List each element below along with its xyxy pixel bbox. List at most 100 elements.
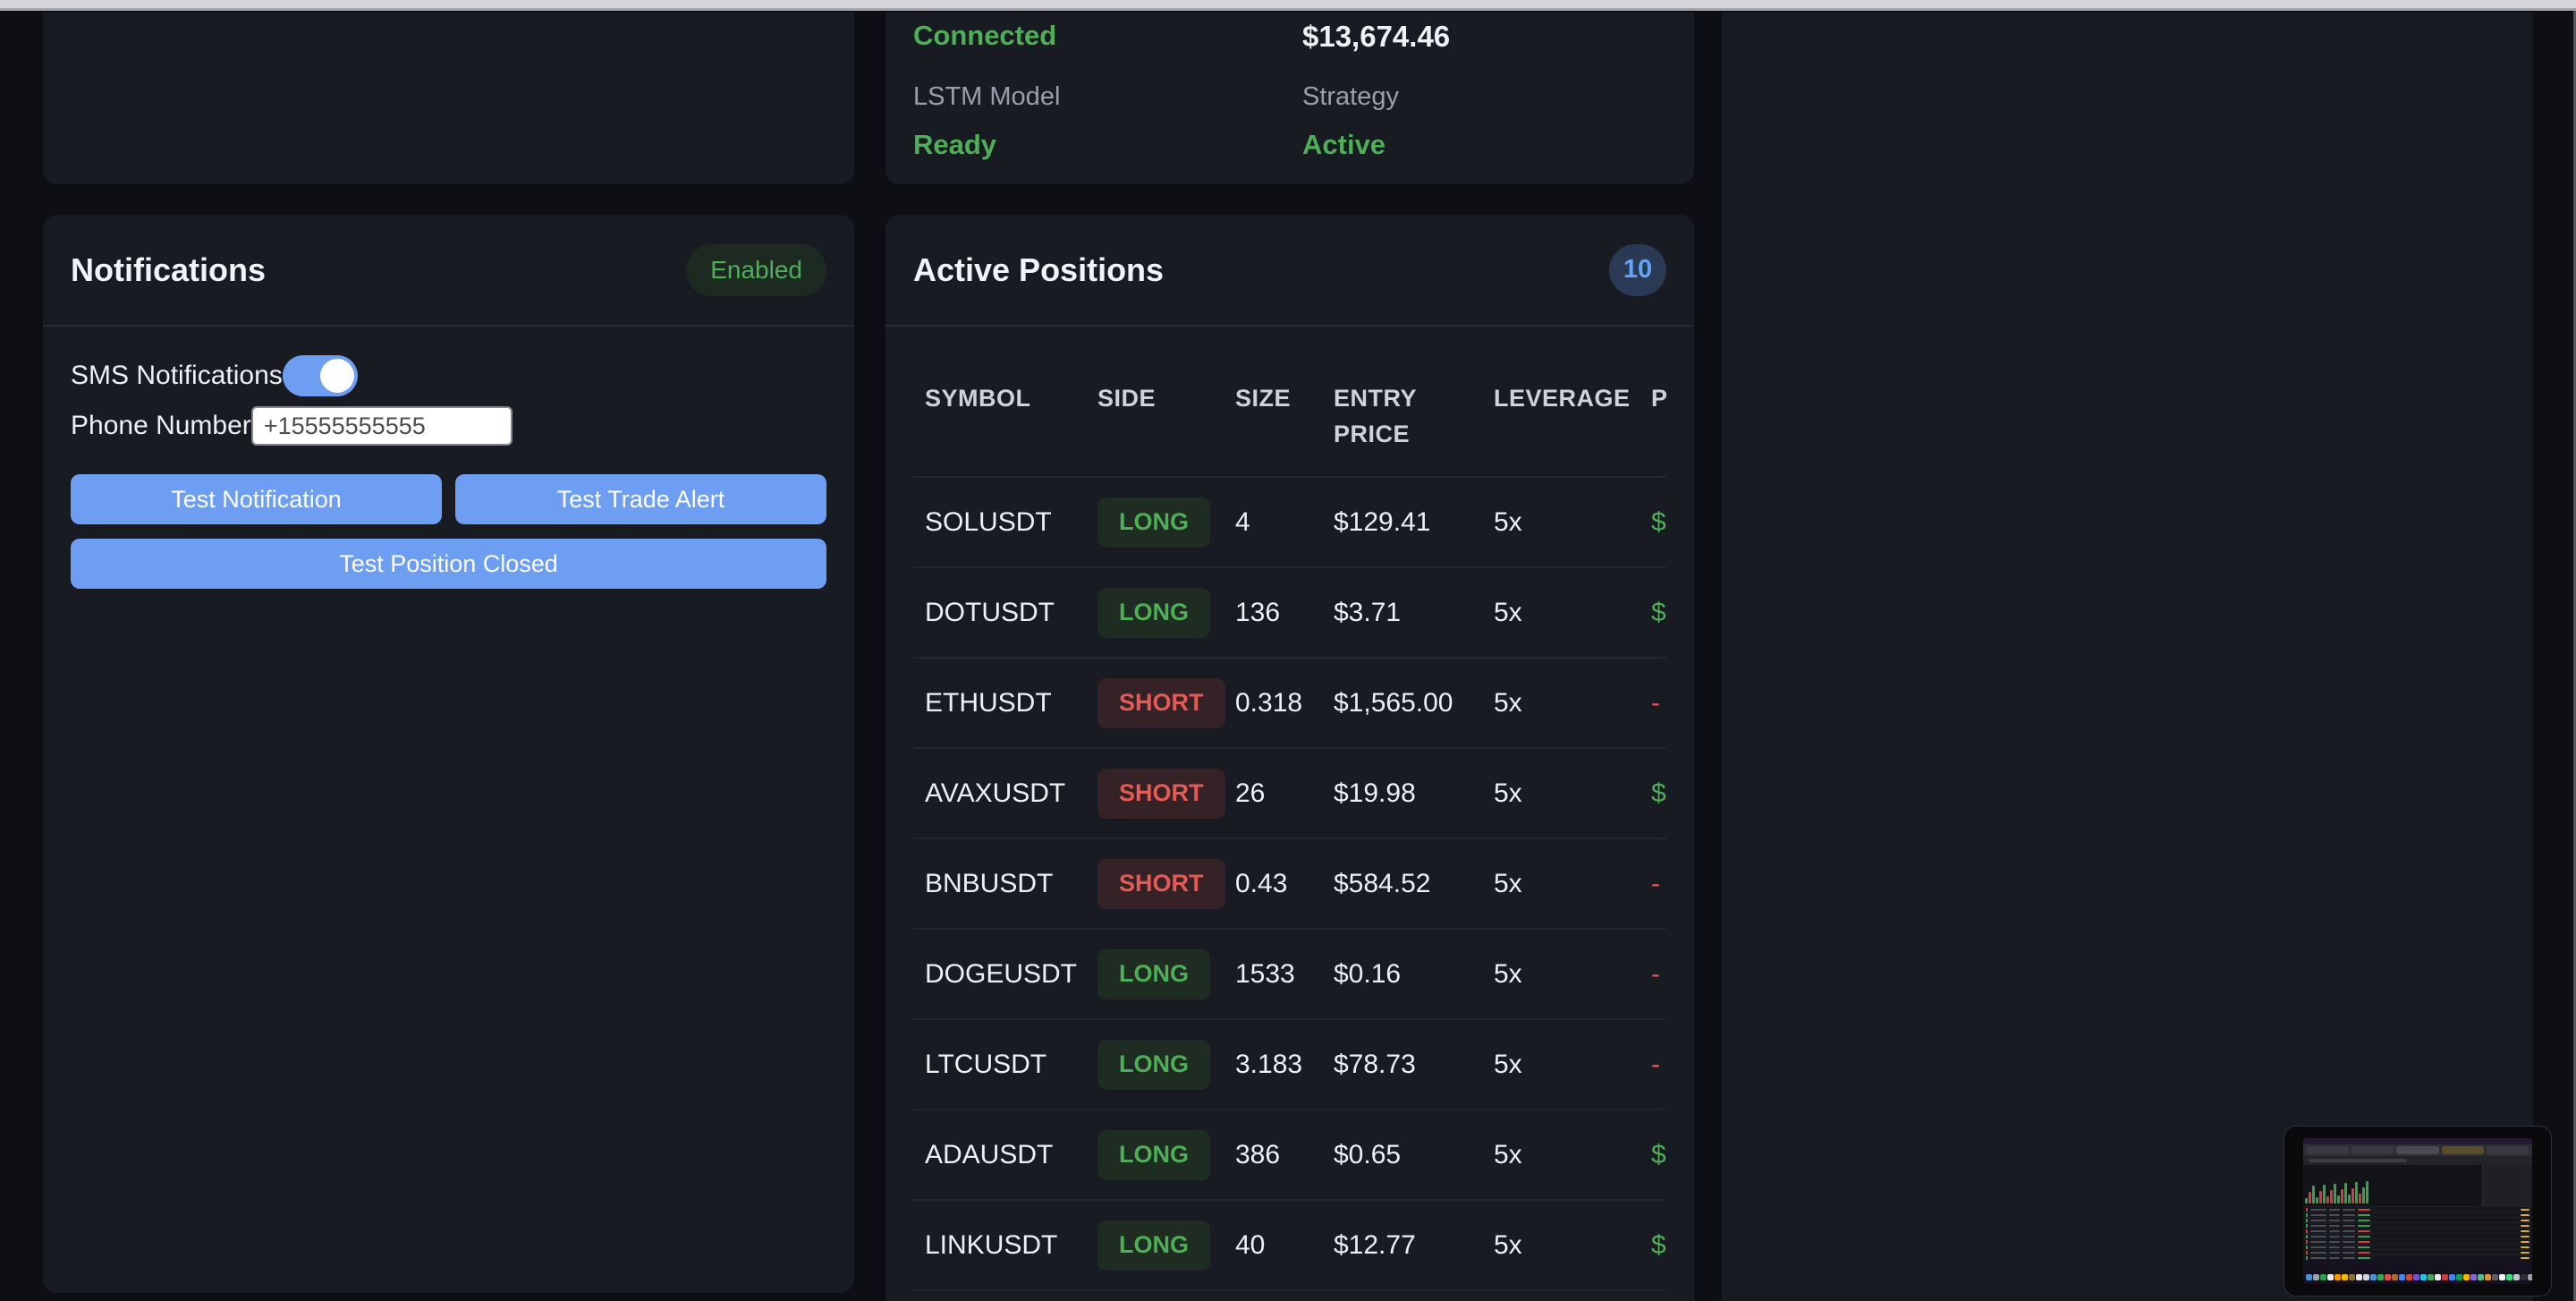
table-row: LINKUSDT LONG 40 $12.77 5x $: [913, 1201, 1666, 1291]
dock-app-icon: [2521, 1273, 2527, 1280]
screen-share-thumbnail[interactable]: [2284, 1126, 2552, 1297]
status-grid: Connected $13,674.46 LSTM Model Strategy…: [886, 13, 1694, 184]
notifications-title: Notifications: [71, 251, 267, 288]
dock-app-icon: [2449, 1273, 2455, 1280]
sms-toggle[interactable]: [282, 355, 358, 396]
cell-leverage: 5x: [1494, 687, 1522, 718]
cell-side: LONG: [1086, 587, 1224, 638]
cell-side: LONG: [1086, 1039, 1224, 1090]
col-header-size: SIZE: [1235, 385, 1292, 412]
cell-side: LONG: [1086, 948, 1224, 999]
cell-symbol: LINKUSDT: [925, 1229, 1058, 1260]
table-row: ETHUSDT SHORT 0.318 $1,565.00 5x -: [913, 659, 1666, 749]
header-divider: [886, 325, 1694, 327]
positions-table-head: SYMBOL SIDE SIZE ENTRY PRICE LEVERAGE P: [913, 327, 1668, 478]
balance-value: $13,674.46: [1302, 20, 1451, 53]
cell-symbol: LTCUSDT: [925, 1049, 1047, 1079]
cell-symbol: SOLUSDT: [925, 506, 1052, 537]
cell-pnl: -: [1651, 868, 1660, 898]
lstm-model-label: LSTM Model: [913, 82, 1061, 111]
browser-chrome-strip: [0, 0, 2576, 11]
thumbnail-chart: [2303, 1165, 2482, 1206]
cell-entry-price: $584.52: [1334, 868, 1431, 898]
col-header-entry-price: ENTRY PRICE: [1334, 385, 1417, 447]
cell-size: 136: [1235, 597, 1281, 627]
scrollbar[interactable]: [2573, 11, 2576, 1301]
cell-entry-price: $78.73: [1334, 1049, 1416, 1079]
cell-entry-price: $19.98: [1334, 778, 1416, 808]
dock-app-icon: [2349, 1273, 2355, 1280]
phone-number-input[interactable]: [250, 406, 513, 446]
side-badge: LONG: [1097, 497, 1210, 548]
test-trade-alert-button[interactable]: Test Trade Alert: [455, 474, 826, 524]
strategy-label: Strategy: [1302, 82, 1399, 111]
dock-app-icon: [2420, 1273, 2427, 1280]
side-badge: SHORT: [1097, 677, 1225, 728]
cell-pnl: -: [1651, 687, 1660, 718]
test-position-closed-row: Test Position Closed: [71, 539, 826, 589]
cell-symbol: AVAXUSDT: [925, 778, 1066, 808]
table-row: LTCUSDT LONG 3.183 $78.73 5x -: [913, 1020, 1666, 1110]
dock-app-icon: [2313, 1273, 2319, 1280]
thumbnail-browser-tabs: [2303, 1144, 2532, 1156]
side-badge: LONG: [1097, 587, 1210, 638]
table-row: SOLUSDT LONG 4 $129.41 5x $: [913, 478, 1666, 568]
cell-pnl: $: [1651, 1139, 1666, 1169]
dock-app-icon: [2356, 1273, 2362, 1280]
notifications-body: SMS Notifications Phone Number Test Noti…: [43, 327, 854, 589]
dock-app-icon: [2478, 1273, 2484, 1280]
cell-leverage: 5x: [1494, 506, 1522, 537]
col-header-symbol: SYMBOL: [925, 385, 1031, 412]
phone-number-label: Phone Number: [71, 411, 251, 440]
cell-side: LONG: [1086, 1129, 1224, 1180]
dock-app-icon: [2463, 1273, 2470, 1280]
dock-app-icon: [2363, 1273, 2369, 1280]
thumbnail-positions-table: [2303, 1206, 2532, 1260]
cell-pnl: $: [1651, 1229, 1666, 1260]
cell-side: LONG: [1086, 1220, 1224, 1271]
cell-side: SHORT: [1086, 858, 1225, 909]
sms-notifications-label: SMS Notifications: [71, 361, 283, 390]
test-notification-button[interactable]: Test Notification: [71, 474, 442, 524]
side-badge: LONG: [1097, 948, 1210, 999]
table-row: ADAUSDT LONG 386 $0.65 5x $: [913, 1110, 1666, 1201]
side-badge: LONG: [1097, 1039, 1210, 1090]
dock-app-icon: [2342, 1273, 2348, 1280]
cell-symbol: ETHUSDT: [925, 687, 1052, 718]
dock-app-icon: [2413, 1273, 2419, 1280]
dock-app-icon: [2513, 1273, 2520, 1280]
cell-symbol: DOGEUSDT: [925, 958, 1078, 989]
cell-size: 0.43: [1235, 868, 1288, 898]
cell-leverage: 5x: [1494, 1229, 1522, 1260]
dock-app-icon: [2327, 1273, 2334, 1280]
right-empty-panel: [1722, 13, 2533, 1301]
dock-app-icon: [2399, 1273, 2405, 1280]
cell-symbol: BNBUSDT: [925, 868, 1054, 898]
cell-entry-price: $0.65: [1334, 1139, 1402, 1169]
dock-app-icon: [2377, 1273, 2384, 1280]
cell-size: 1533: [1235, 958, 1295, 989]
side-badge: SHORT: [1097, 768, 1225, 819]
dock-app-icon: [2435, 1273, 2441, 1280]
cell-leverage: 5x: [1494, 958, 1522, 989]
dock-app-icon: [2485, 1273, 2491, 1280]
col-header-pnl: P: [1651, 385, 1668, 412]
connection-status-value: Connected: [913, 20, 1057, 51]
thumbnail-address-bar: [2303, 1156, 2532, 1165]
cell-entry-price: $1,565.00: [1334, 687, 1453, 718]
table-row: DOGEUSDT LONG 1533 $0.16 5x -: [913, 930, 1666, 1020]
thumbnail-desktop: [2303, 1138, 2532, 1284]
side-badge: LONG: [1097, 1129, 1210, 1180]
cell-pnl: $: [1651, 778, 1666, 808]
lstm-model-value: Ready: [913, 129, 997, 160]
dock-app-icon: [2442, 1273, 2448, 1280]
dock-app-icon: [2428, 1273, 2434, 1280]
dock-app-icon: [2470, 1273, 2477, 1280]
cell-entry-price: $0.16: [1334, 958, 1402, 989]
test-position-closed-button[interactable]: Test Position Closed: [71, 539, 826, 589]
toggle-knob-icon: [319, 359, 354, 393]
cell-entry-price: $129.41: [1334, 506, 1431, 537]
dock-app-icon: [2334, 1273, 2341, 1280]
cell-pnl: $: [1651, 597, 1666, 627]
